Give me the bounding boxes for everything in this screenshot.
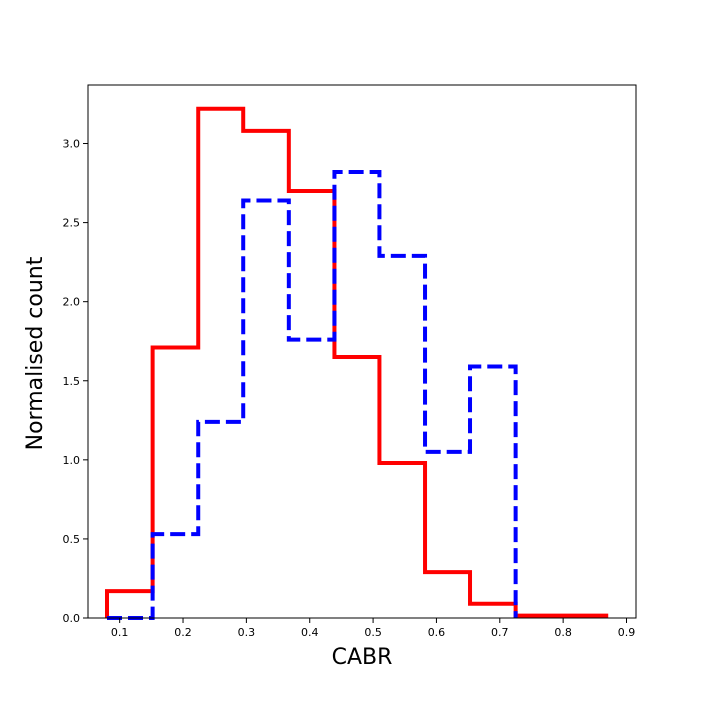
x-axis-ticks: 0.1 0.2 0.3 0.4 0.5 0.6 0.7 0.8 0.9 bbox=[111, 618, 635, 639]
y-tick-label: 3.0 bbox=[63, 138, 81, 151]
x-tick-label: 0.7 bbox=[491, 626, 509, 639]
x-tick-label: 0.9 bbox=[618, 626, 636, 639]
series-2-step-line bbox=[107, 169, 518, 620]
x-tick-label: 0.3 bbox=[238, 626, 256, 639]
x-tick-label: 0.6 bbox=[428, 626, 446, 639]
x-axis-title: CABR bbox=[332, 645, 393, 670]
plot-frame bbox=[87, 84, 637, 619]
y-tick-label: 0.0 bbox=[63, 612, 81, 625]
y-tick-label: 0.5 bbox=[63, 533, 81, 546]
x-tick-label: 0.8 bbox=[554, 626, 572, 639]
x-tick-label: 0.4 bbox=[301, 626, 319, 639]
x-tick-label: 0.1 bbox=[111, 626, 129, 639]
series-layer bbox=[105, 106, 609, 620]
y-tick-label: 2.5 bbox=[63, 217, 81, 230]
y-tick-label: 1.0 bbox=[63, 454, 81, 467]
series-1-step-line bbox=[105, 106, 609, 618]
y-tick-label: 1.5 bbox=[63, 375, 81, 388]
y-axis-title: Normalised count bbox=[23, 256, 48, 450]
y-tick-label: 2.0 bbox=[63, 296, 81, 309]
y-axis-ticks: 0.0 0.5 1.0 1.5 2.0 2.5 3.0 bbox=[63, 138, 88, 625]
x-tick-label: 0.5 bbox=[364, 626, 382, 639]
x-tick-label: 0.2 bbox=[174, 626, 192, 639]
